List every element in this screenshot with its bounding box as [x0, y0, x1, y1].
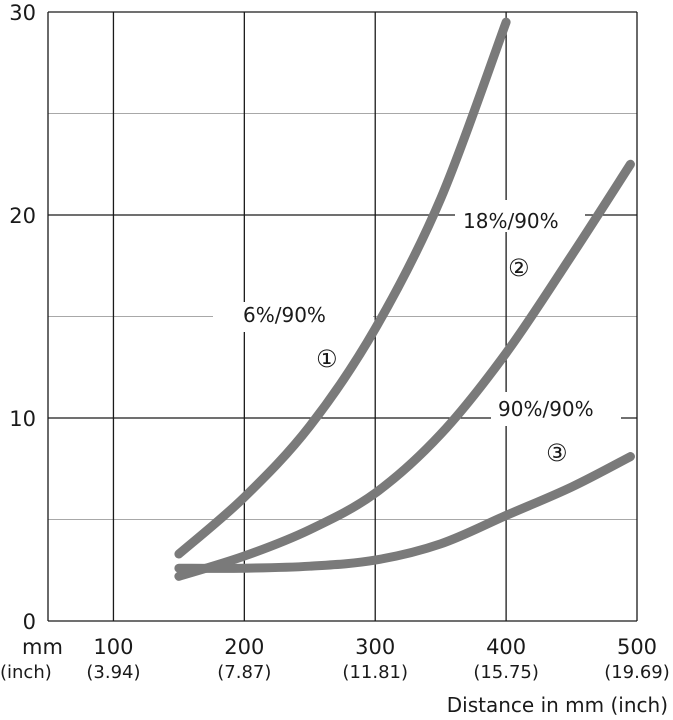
x-unit-sub-label: (inch) — [0, 662, 52, 683]
x-tick-sublabel-100: (3.94) — [86, 662, 140, 683]
x-tick-label-100: 100 — [93, 635, 133, 659]
y-tick-label-10: 10 — [9, 407, 36, 431]
series-lines — [174, 17, 635, 581]
x-unit-label: mm — [22, 635, 63, 659]
series-1-label: 6%/90% — [243, 303, 326, 327]
y-tick-labels: 0 10 20 30 — [9, 1, 36, 634]
x-axis-title: Distance in mm (inch) — [447, 693, 668, 717]
x-tick-sublabel-500: (19.69) — [604, 662, 670, 683]
series-1-label-background — [213, 302, 373, 332]
x-tick-sublabel-200: (7.87) — [217, 662, 271, 683]
series-3-marker: ③ — [546, 439, 568, 467]
series-2-line — [174, 159, 635, 581]
x-tick-label-400: 400 — [486, 635, 526, 659]
y-tick-label-30: 30 — [9, 1, 36, 25]
y-tick-label-0: 0 — [23, 610, 36, 634]
series-3-label-background — [491, 392, 621, 426]
series-2-label: 18%/90% — [463, 209, 559, 233]
x-tick-sublabel-300: (11.81) — [342, 662, 408, 683]
series-3-label: 90%/90% — [498, 397, 594, 421]
x-tick-labels: 100 (3.94) 200 (7.87) 300 (11.81) 400 (15.75) 50… — [86, 635, 669, 683]
x-tick-sublabel-400: (15.75) — [473, 662, 539, 683]
series-2-label-background — [455, 200, 585, 232]
y-tick-label-20: 20 — [9, 204, 36, 228]
series-1-marker: ① — [316, 345, 338, 373]
series-2-marker: ② — [508, 254, 530, 282]
series-1-line — [174, 17, 511, 559]
grid-major — [47, 11, 638, 622]
series-3-line — [174, 452, 635, 573]
x-tick-label-300: 300 — [355, 635, 395, 659]
x-tick-label-500: 500 — [617, 635, 657, 659]
x-tick-label-200: 200 — [224, 635, 264, 659]
